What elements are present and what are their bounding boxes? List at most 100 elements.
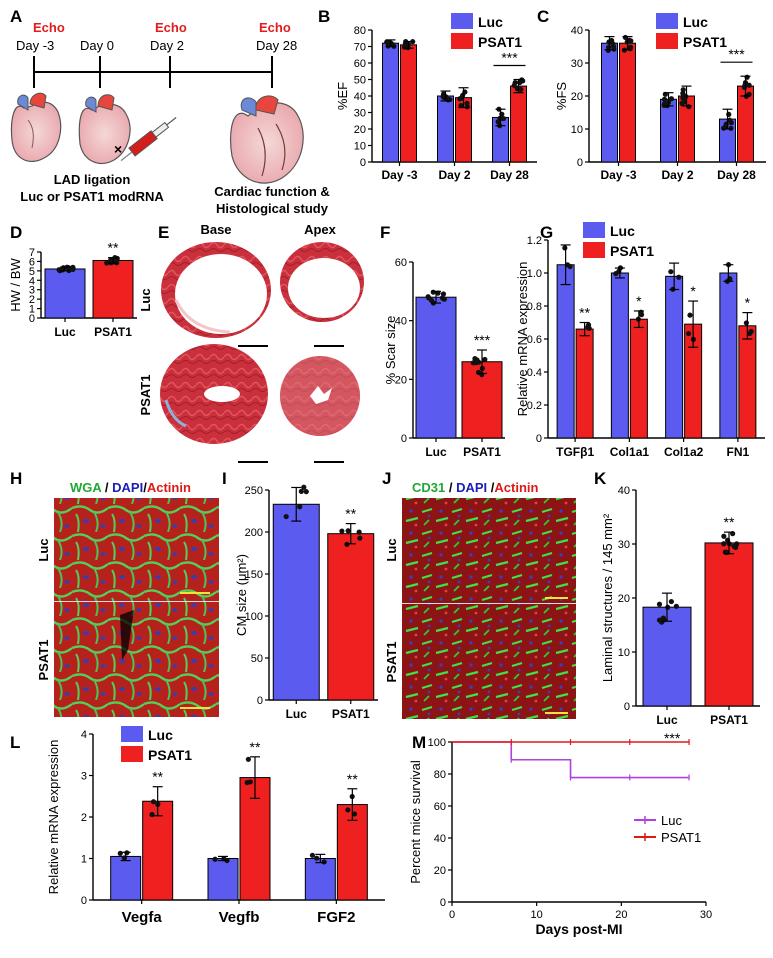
cd31-image-psat1 [402, 604, 576, 719]
y-tick-label: 20 [395, 374, 407, 386]
significance-label: ** [152, 769, 163, 785]
bar [382, 42, 399, 163]
y-tick-label: 150 [245, 569, 263, 581]
bar [556, 264, 575, 439]
y-tick-label: 250 [245, 485, 263, 497]
panel-letter: B [318, 7, 330, 26]
legend-swatch-psat1 [656, 33, 678, 49]
x-tick-label: Luc [286, 707, 308, 721]
chart-i: 0 50 100 150 200 250 CM size (μm²) Luc PSAT1 ** [234, 484, 378, 721]
data-point [472, 356, 478, 362]
y-tick-label: 80 [354, 25, 366, 37]
x-tick-label: Vegfb [219, 909, 260, 926]
y-tick-label: 60 [395, 257, 407, 269]
bar [304, 858, 336, 901]
psat1-apex-section [280, 356, 360, 436]
y-tick-label: 30 [571, 58, 583, 70]
y-tick-label: 3 [29, 285, 35, 297]
bar [327, 533, 375, 701]
data-point [309, 852, 316, 858]
bar [665, 275, 684, 439]
y-axis-label: Laminal structures / 145 mm² [600, 513, 615, 682]
data-point [611, 46, 617, 52]
x-tick-label: Day 28 [490, 168, 529, 182]
legend-label-psat1: PSAT1 [661, 830, 701, 845]
wga-title: WGA / DAPI/Actinin [70, 480, 191, 495]
legend-label-psat1: PSAT1 [610, 243, 654, 259]
bar [415, 296, 457, 439]
panel-letter: J [382, 469, 391, 488]
y-tick-label: 0 [440, 897, 446, 909]
legend-label-psat1: PSAT1 [478, 34, 522, 50]
data-point [511, 82, 517, 88]
wga-image-luc [54, 498, 219, 601]
y-tick-label: 0 [577, 157, 583, 169]
x-tick-label: Col1a1 [610, 445, 650, 459]
significance-label: ** [579, 305, 590, 321]
y-tick-label: 60 [354, 58, 366, 70]
data-point [627, 44, 634, 50]
y-tick-label: 40 [434, 833, 446, 845]
data-point [748, 328, 754, 335]
panel-letter: I [222, 469, 227, 488]
y-tick-label: 4 [81, 729, 87, 741]
x-tick-label: TGFβ1 [556, 445, 594, 459]
y-tick-label: 0 [360, 157, 366, 169]
data-point [351, 811, 358, 817]
data-point [661, 96, 668, 102]
significance-label: ** [108, 240, 119, 256]
data-point [683, 93, 689, 100]
legend-c: Luc PSAT1 [656, 13, 727, 50]
data-point [212, 856, 218, 862]
y-tick-label: 0 [81, 895, 87, 907]
x-tick-label: Day -3 [381, 168, 417, 182]
legend-swatch-luc [451, 13, 473, 29]
panel-letter: G [540, 223, 553, 242]
legend-swatch-luc [656, 13, 678, 29]
data-point [673, 603, 679, 609]
legend-g: Luc PSAT1 [583, 222, 654, 259]
panel-letter: L [10, 733, 20, 752]
significance-label: *** [664, 730, 681, 746]
echo-label-1: Echo [33, 20, 65, 35]
data-point [585, 324, 591, 330]
x-tick-label: Day 2 [661, 168, 693, 182]
bar [629, 318, 648, 439]
y-tick-label: 2 [29, 294, 35, 306]
legend-m: Luc PSAT1 [634, 813, 701, 845]
bar [619, 42, 636, 163]
y-tick-label: 20 [354, 124, 366, 136]
data-point [245, 756, 251, 762]
y-tick-label: 80 [434, 769, 446, 781]
legend-label-luc: Luc [478, 14, 503, 30]
significance-label: *** [728, 46, 745, 62]
data-point [457, 96, 463, 102]
bar [92, 259, 134, 319]
bar [207, 858, 239, 901]
bar [510, 85, 527, 163]
heart-illustration-ligation: × [78, 94, 177, 165]
x-tick-label: PSAT1 [332, 707, 370, 721]
y-tick-label: 40 [571, 25, 583, 37]
y-tick-label: 40 [618, 485, 630, 497]
data-point [441, 296, 448, 302]
data-point [150, 799, 157, 805]
chart-m: 0 20 40 60 80 100 Percent mice survival 0 10 20 30… [408, 730, 712, 937]
x-axis-label: Days post-MI [535, 921, 622, 937]
data-point [108, 257, 114, 263]
y-axis-label: CM size (μm²) [234, 554, 249, 636]
bar [110, 855, 142, 901]
significance-label: ** [347, 771, 358, 787]
y-tick-label: 6 [29, 256, 35, 268]
bar [142, 800, 174, 901]
y-tick-label: 1 [29, 304, 35, 316]
data-point [345, 528, 351, 534]
data-point [721, 541, 727, 547]
data-point [56, 267, 62, 273]
y-tick-label: 70 [354, 42, 366, 54]
y-axis-label: HW / BW [8, 258, 23, 312]
significance-label: ** [345, 506, 356, 522]
chart-l: 0 1 2 3 4 Relative mRNA expression Vegfa ** Vegf… [46, 729, 385, 926]
y-axis-label: Relative mRNA expression [515, 262, 530, 417]
